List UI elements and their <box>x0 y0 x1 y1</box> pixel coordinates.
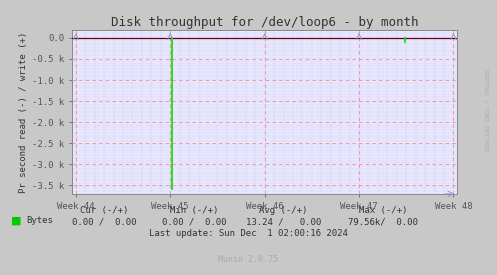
Text: Avg (-/+): Avg (-/+) <box>259 206 308 215</box>
Text: 13.24 /   0.00: 13.24 / 0.00 <box>246 217 321 226</box>
Text: 79.56k/  0.00: 79.56k/ 0.00 <box>348 217 417 226</box>
Text: Cur (-/+): Cur (-/+) <box>80 206 129 215</box>
Text: Munin 2.0.75: Munin 2.0.75 <box>219 255 278 264</box>
Text: Max (-/+): Max (-/+) <box>358 206 407 215</box>
Y-axis label: Pr second read (-) / write (+): Pr second read (-) / write (+) <box>19 31 28 193</box>
Title: Disk throughput for /dev/loop6 - by month: Disk throughput for /dev/loop6 - by mont… <box>111 16 418 29</box>
Text: 0.00 /  0.00: 0.00 / 0.00 <box>72 217 137 226</box>
Text: Bytes: Bytes <box>26 216 53 225</box>
Text: Last update: Sun Dec  1 02:00:16 2024: Last update: Sun Dec 1 02:00:16 2024 <box>149 229 348 238</box>
Text: RRDTOOL / TOBI OETIKER: RRDTOOL / TOBI OETIKER <box>484 69 489 151</box>
Text: ■: ■ <box>11 216 21 225</box>
Text: Min (-/+): Min (-/+) <box>169 206 218 215</box>
Text: 0.00 /  0.00: 0.00 / 0.00 <box>162 217 226 226</box>
